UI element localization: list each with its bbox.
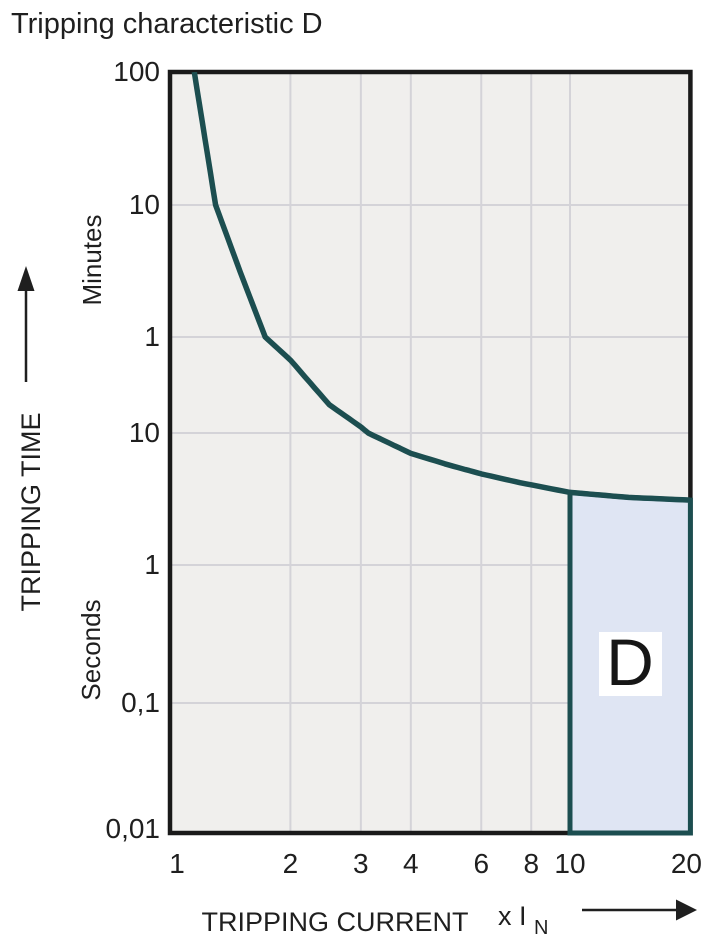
y-tick-label-minutes: 10 [129, 189, 160, 220]
region-d-label: D [606, 625, 654, 699]
y-tick-label-seconds: 0,01 [106, 813, 161, 844]
y-axis-minutes-label: Minutes [77, 214, 107, 305]
y-axis-title: TRIPPING TIME [16, 412, 46, 611]
y-axis-seconds-label: Seconds [76, 599, 106, 700]
x-tick-label: 10 [554, 848, 585, 879]
tripping-current-axis-arrow-icon [582, 899, 697, 921]
plot-frame [167, 69, 693, 836]
x-tick-label: 20 [671, 848, 702, 879]
x-axis-multiplier-subscript: N [534, 917, 548, 939]
x-tick-label: 3 [353, 848, 369, 879]
x-tick-label: 8 [523, 848, 539, 879]
y-tick-label-minutes: 1 [144, 321, 160, 352]
y-tick-label-seconds: 1 [144, 549, 160, 580]
region-d-label-box [599, 632, 662, 696]
x-tick-label: 4 [403, 848, 419, 879]
x-axis-multiplier: x I N [498, 901, 548, 939]
y-tick-label-seconds: 10 [129, 417, 160, 448]
x-tick-label: 6 [473, 848, 489, 879]
x-axis-multiplier-main: x I [498, 901, 527, 931]
x-axis-title: TRIPPING CURRENT [201, 907, 468, 937]
chart-title: Tripping characteristic D [11, 8, 323, 40]
x-tick-label: 2 [283, 848, 299, 879]
y-tick-label-seconds: 0,1 [121, 687, 160, 718]
tripping-time-axis-arrow-icon [17, 266, 35, 382]
tripping-curve-path [191, 72, 691, 503]
y-axis-tick-labels: 100 10 1 10 1 0,1 0,01 [106, 56, 161, 844]
x-axis-tick-labels: 1 2 3 4 6 8 10 20 [169, 848, 702, 879]
x-tick-label: 1 [169, 848, 185, 879]
y-tick-label-minutes: 100 [113, 56, 160, 87]
tripping-curve [191, 72, 691, 503]
